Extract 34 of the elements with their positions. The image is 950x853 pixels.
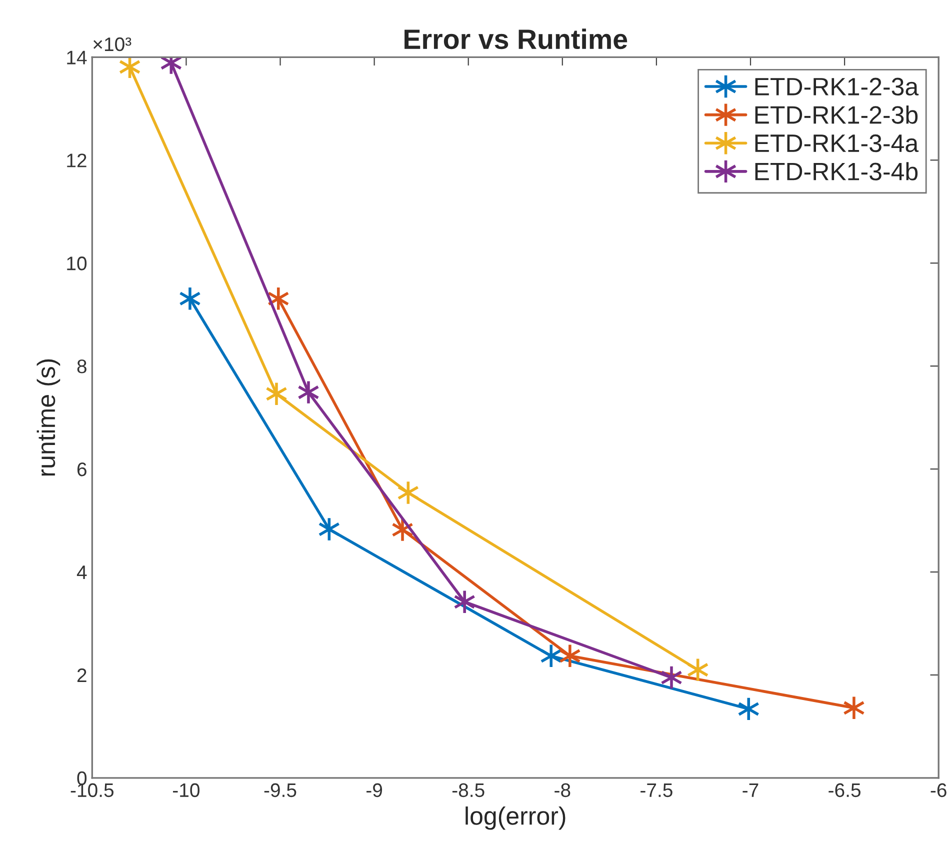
x-tick-label: -8.5 bbox=[452, 783, 484, 798]
x-tick-label: -6.5 bbox=[828, 783, 860, 798]
point bbox=[842, 695, 865, 720]
legend-label: ETD-RK1-3-4b bbox=[755, 162, 918, 180]
y-tick-label: 2 bbox=[77, 668, 86, 682]
point bbox=[118, 57, 141, 80]
point bbox=[297, 380, 320, 405]
x-tick-label: -6 bbox=[930, 783, 946, 798]
legend-label: ETD-RK1-2-3a bbox=[755, 78, 919, 96]
y-axis-title: runtime (s) bbox=[36, 359, 60, 476]
point bbox=[660, 665, 683, 690]
point bbox=[454, 589, 476, 614]
y-tick-label: 14 bbox=[67, 50, 87, 64]
point bbox=[558, 643, 581, 668]
text: ×10³ bbox=[94, 37, 132, 52]
x-axis-title: log(error) bbox=[466, 806, 566, 830]
x-tick-label: -10.5 bbox=[70, 783, 114, 798]
y-tick-label: 8 bbox=[77, 360, 86, 374]
y-tick-label: 10 bbox=[67, 256, 87, 270]
y-tick-label: 12 bbox=[67, 154, 86, 168]
y-tick-label: 4 bbox=[76, 566, 87, 580]
legend-label: ETD-RK1-2-3b bbox=[755, 105, 918, 124]
x-tick-label: -9.5 bbox=[264, 783, 296, 798]
point bbox=[738, 696, 760, 722]
x-tick-label: -7.5 bbox=[640, 784, 672, 798]
point bbox=[178, 286, 201, 312]
x-tick-label: -10 bbox=[173, 783, 200, 798]
x-tick-label: -8 bbox=[554, 783, 570, 798]
legend-label: ETD-RK1-3-4a bbox=[755, 134, 919, 152]
x-tick-label: -9 bbox=[366, 783, 382, 798]
point bbox=[265, 381, 288, 406]
chart-title: Error vs Runtime bbox=[404, 28, 628, 50]
x-tick-label: -7 bbox=[742, 784, 758, 797]
y-tick-label: 6 bbox=[77, 462, 86, 476]
